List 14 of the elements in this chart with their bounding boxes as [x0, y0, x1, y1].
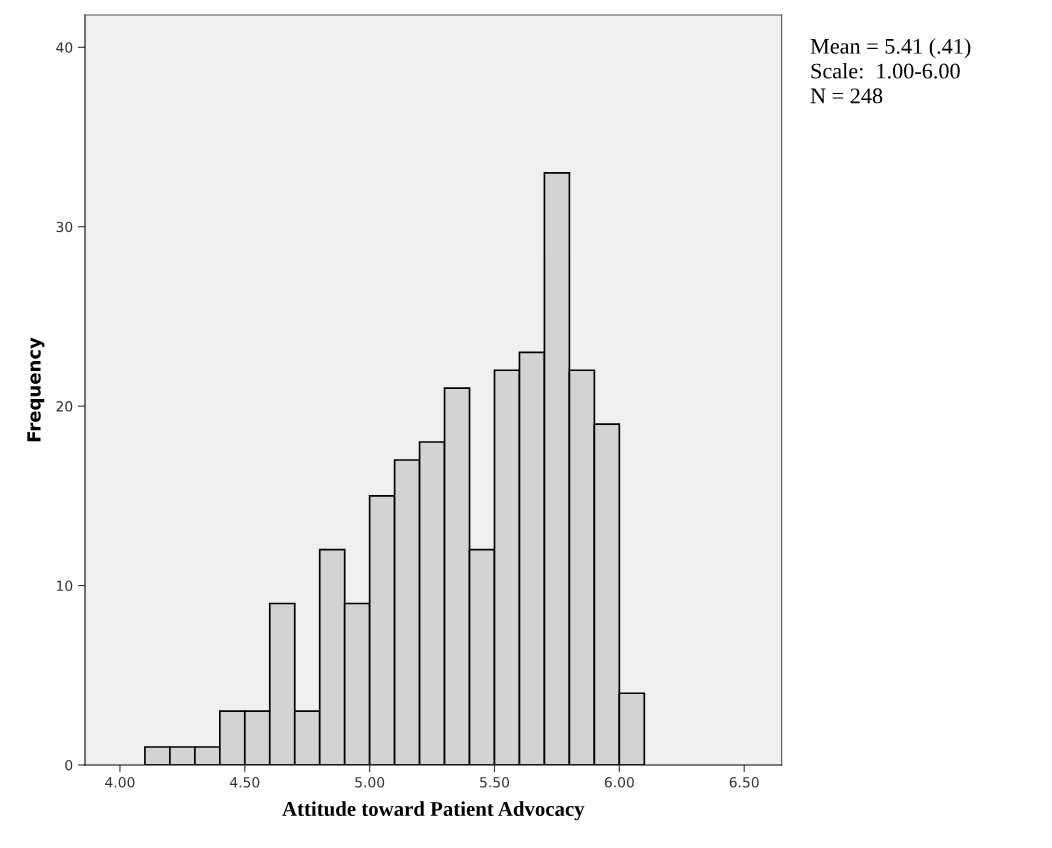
- x-tick-label: 5.50: [480, 777, 510, 788]
- y-tick-label: 10: [57, 580, 73, 592]
- x-tick-label: 5.00: [355, 777, 385, 788]
- x-tick-label: 4.50: [230, 777, 260, 788]
- y-tick-label: 40: [56, 42, 73, 53]
- x-tick-label: 6.50: [729, 777, 759, 788]
- y-tick-label: 30: [56, 221, 73, 233]
- x-tick-label: 6.00: [604, 777, 634, 788]
- x-tick-label: 4.00: [105, 777, 135, 788]
- text: Mean = 5.41 (.41) Scale: 1.00-6.00 N = 248: [810, 38, 971, 104]
- y-axis-title: Frequency: [27, 337, 45, 442]
- y-tick-label: 0: [65, 759, 73, 771]
- x-axis-title: Attitude toward Patient Advocacy: [282, 801, 585, 821]
- y-tick-label: 20: [56, 401, 73, 412]
